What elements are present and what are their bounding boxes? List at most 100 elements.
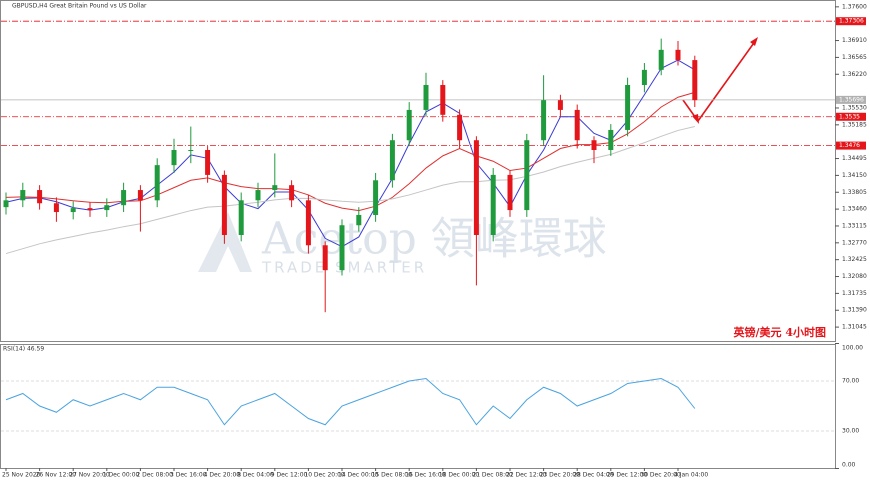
candle-body <box>423 85 429 110</box>
watermark: Acetop 領峰環球 <box>261 214 607 265</box>
level-label: 1.37306 <box>839 18 864 25</box>
x-tick-label: 30 Dec 20:00 <box>640 472 681 479</box>
candle-body <box>154 165 160 201</box>
y-tick-label: 100.00 <box>842 345 863 352</box>
y-tick-label: 1.36220 <box>842 71 867 78</box>
x-tick-label: 15 Dec 08:00 <box>372 472 413 479</box>
candle-body <box>255 190 261 201</box>
x-tick-label: 1 Dec 00:00 <box>103 472 140 479</box>
y-tick-label: 1.31045 <box>842 324 867 331</box>
level-label: 1.3476 <box>839 142 860 149</box>
y-tick-label: 1.32425 <box>842 256 867 263</box>
arrow <box>697 39 757 122</box>
candle-body <box>389 140 395 181</box>
candle-body <box>541 100 547 141</box>
x-tick-label: 27 Nov 20:00 <box>69 472 110 479</box>
candle-body <box>457 114 463 141</box>
chart-title: GBPUSD,H4 Great Britain Pound vs US Doll… <box>12 3 147 10</box>
candle-body <box>305 200 311 246</box>
candle-body <box>574 109 580 141</box>
x-tick-label: 2 Dec 08:00 <box>136 472 173 479</box>
y-tick-label: 1.35530 <box>842 104 867 111</box>
y-tick-label: 1.33115 <box>842 222 867 229</box>
candle-body <box>641 69 647 86</box>
candle-body <box>322 245 328 271</box>
y-tick-label: 1.34495 <box>842 155 867 162</box>
x-tick-label: 28 Dec 04:00 <box>573 472 614 479</box>
candle-body <box>205 149 211 175</box>
x-tick-label: 23 Dec 20:00 <box>540 472 581 479</box>
candle-body <box>171 149 177 166</box>
y-tick-label: 1.34150 <box>842 172 867 179</box>
x-tick-label: 22 Dec 12:00 <box>506 472 547 479</box>
candle-body <box>356 214 362 226</box>
y-tick-label: 1.31390 <box>842 307 867 314</box>
y-tick-label: 1.31735 <box>842 290 867 297</box>
candle-body <box>524 140 530 211</box>
candle-body <box>137 190 143 201</box>
x-tick-label: 14 Dec 00:00 <box>338 472 379 479</box>
y-tick-label: 1.32080 <box>842 273 867 280</box>
level-label: 1.3535 <box>839 113 860 120</box>
level-tag <box>836 17 866 26</box>
candle-body <box>591 140 597 150</box>
candle-body <box>675 49 681 61</box>
candle-body <box>625 85 631 130</box>
x-tick-label: 3 Dec 16:00 <box>170 472 207 479</box>
candle-body <box>473 140 479 236</box>
x-tick-label: 29 Dec 12:00 <box>607 472 648 479</box>
candle-body <box>692 60 698 101</box>
level-tag <box>836 112 866 121</box>
candle-body <box>238 200 244 236</box>
x-tick-label: 4 Dec 20:00 <box>204 472 241 479</box>
y-tick-label: 1.37600 <box>842 3 867 10</box>
x-tick-label: 25 Nov 2020 <box>2 472 41 479</box>
y-tick-label: 1.36910 <box>842 37 867 44</box>
x-tick-label: 9 Dec 12:00 <box>271 472 308 479</box>
candle-body <box>20 190 26 201</box>
candle-body <box>440 85 446 115</box>
candle-body <box>608 129 614 150</box>
y-tick-label: 1.36565 <box>842 54 867 61</box>
x-tick-label: 4 Jan 04:00 <box>674 472 708 479</box>
candle-body <box>70 208 76 213</box>
candle-body <box>373 180 379 215</box>
candle-body <box>3 200 9 208</box>
y-tick-label: 1.33805 <box>842 189 867 196</box>
y-tick-label: 30.00 <box>842 428 859 435</box>
candle-body <box>188 149 194 151</box>
rsi-title: RSI(14) 46.59 <box>3 346 44 353</box>
y-tick-label: 1.35185 <box>842 121 867 128</box>
moving-average <box>5 126 695 255</box>
candle-body <box>557 100 563 110</box>
arrow-head <box>692 114 699 124</box>
x-tick-label: 8 Dec 04:00 <box>237 472 274 479</box>
candle-body <box>490 174 496 236</box>
candle-body <box>406 109 412 141</box>
y-tick-label: 0.00 <box>842 462 856 469</box>
main-panel <box>0 0 836 342</box>
x-tick-label: 10 Dec 20:00 <box>304 472 345 479</box>
candle-body <box>37 190 43 204</box>
y-tick-label: 1.33460 <box>842 206 867 213</box>
candle-body <box>87 208 93 211</box>
arrow-head <box>750 37 758 46</box>
moving-average <box>5 91 695 212</box>
y-tick-label: 70.00 <box>842 378 859 385</box>
watermark-logo <box>198 212 252 272</box>
x-tick-label: 26 Nov 12:00 <box>36 472 77 479</box>
y-tick-label: 1.32770 <box>842 239 867 246</box>
annotation: 英镑/美元 4小时图 <box>732 325 826 339</box>
candle-body <box>339 225 345 271</box>
candle-body <box>658 49 664 70</box>
candle-body <box>221 174 227 236</box>
rsi-line <box>5 377 696 426</box>
level-label: 1.35696 <box>839 96 864 103</box>
candle-body <box>289 185 295 201</box>
level-tag <box>836 95 866 104</box>
candle-body <box>53 203 59 213</box>
x-tick-label: 16 Dec 16:00 <box>405 472 446 479</box>
moving-average <box>5 59 696 248</box>
